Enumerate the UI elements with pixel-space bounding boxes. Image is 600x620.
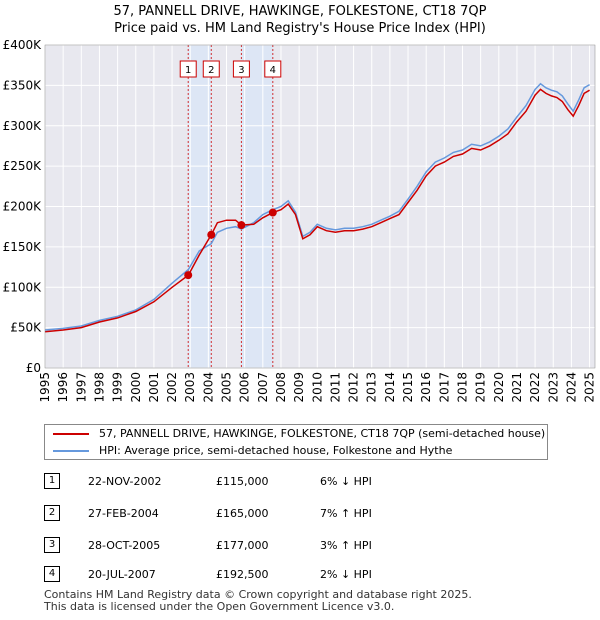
transaction-label: 3	[238, 65, 244, 76]
transaction-point	[207, 230, 216, 239]
footer: Contains HM Land Registry data © Crown c…	[44, 589, 472, 613]
transaction-point	[237, 221, 246, 230]
x-tick-label: 2011	[328, 372, 342, 403]
x-tick-label: 1998	[92, 372, 106, 403]
y-tick-label: £400K	[3, 38, 43, 52]
transaction-number: 3	[44, 537, 60, 553]
legend-label-property: 57, PANNELL DRIVE, HAWKINGE, FOLKESTONE,…	[99, 427, 546, 440]
x-tick-label: 2000	[129, 372, 143, 403]
x-tick-label: 2018	[455, 372, 469, 403]
transaction-date: 20-JUL-2007	[88, 568, 156, 581]
transaction-hpi-diff: 3% ↑ HPI	[320, 539, 372, 552]
y-tick-label: £200K	[3, 200, 43, 214]
x-tick-label: 2004	[201, 372, 215, 403]
x-tick-label: 2001	[147, 372, 161, 403]
legend-label-hpi: HPI: Average price, semi-detached house,…	[99, 444, 453, 457]
transaction-label: 1	[185, 65, 191, 76]
x-tick-label: 2017	[437, 372, 451, 403]
x-tick-label: 2024	[564, 372, 578, 403]
x-tick-label: 2015	[401, 372, 415, 403]
x-tick-label: 2014	[383, 372, 397, 403]
transaction-date: 28-OCT-2005	[88, 539, 161, 552]
x-tick-label: 2003	[183, 372, 197, 403]
transaction-hpi-diff: 6% ↓ HPI	[320, 475, 372, 488]
x-tick-label: 2019	[474, 372, 488, 403]
transaction-point	[268, 208, 277, 217]
x-tick-label: 2012	[347, 372, 361, 403]
transaction-price: £192,500	[216, 568, 269, 581]
chart-title-line1: 57, PANNELL DRIVE, HAWKINGE, FOLKESTONE,…	[113, 4, 487, 19]
transaction-label: 4	[270, 65, 276, 76]
y-tick-label: £250K	[3, 159, 43, 173]
y-tick-label: £0	[26, 361, 41, 375]
x-tick-label: 1997	[74, 372, 88, 403]
x-tick-label: 2007	[256, 372, 270, 403]
x-tick-label: 2010	[310, 372, 324, 403]
transaction-price: £165,000	[216, 507, 269, 520]
table-row: 3 28-OCT-2005 £177,000 3% ↑ HPI	[44, 536, 564, 556]
x-tick-label: 2006	[238, 372, 252, 403]
x-tick-label: 2016	[419, 372, 433, 403]
transaction-hpi-diff: 2% ↓ HPI	[320, 568, 372, 581]
legend-item-property: 57, PANNELL DRIVE, HAWKINGE, FOLKESTONE,…	[53, 426, 545, 442]
x-tick-label: 2023	[546, 372, 560, 403]
transaction-number: 4	[44, 566, 60, 582]
x-tick-label: 2002	[165, 372, 179, 403]
plot-frame	[44, 44, 596, 369]
x-tick-label: 2013	[365, 372, 379, 403]
y-tick-label: £100K	[3, 280, 43, 294]
y-tick-label: £50K	[10, 321, 42, 335]
transaction-label-box	[179, 60, 197, 78]
x-tick-label: 2005	[220, 372, 234, 403]
transaction-number: 1	[44, 473, 60, 489]
x-tick-label: 1999	[111, 372, 125, 403]
transaction-label-box	[202, 60, 220, 78]
property-series-line	[44, 88, 590, 333]
transaction-label: 2	[208, 65, 214, 76]
x-tick-label: 2009	[292, 372, 306, 403]
transaction-date: 22-NOV-2002	[88, 475, 162, 488]
y-tick-label: £350K	[3, 78, 43, 92]
footer-license: This data is licensed under the Open Gov…	[44, 600, 395, 613]
legend: 57, PANNELL DRIVE, HAWKINGE, FOLKESTONE,…	[44, 424, 548, 460]
table-row: 1 22-NOV-2002 £115,000 6% ↓ HPI	[44, 472, 564, 492]
legend-swatch-hpi	[53, 450, 89, 452]
chart-title-line2: Price paid vs. HM Land Registry's House …	[114, 21, 486, 36]
price-chart: £0 £50K £100K £150K £200K £250K £300K £350K £400…	[3, 38, 597, 403]
x-tick-label: 2020	[492, 372, 506, 403]
x-tick-label: 1996	[56, 372, 70, 403]
transaction-number: 2	[44, 505, 60, 521]
table-row: 4 20-JUL-2007 £192,500 2% ↓ HPI	[44, 565, 564, 585]
legend-item-hpi: HPI: Average price, semi-detached house,…	[53, 443, 452, 459]
transaction-point	[184, 271, 193, 280]
hpi-series-line	[44, 82, 590, 331]
x-tick-label: 2022	[528, 372, 542, 403]
transaction-hpi-diff: 7% ↑ HPI	[320, 507, 372, 520]
x-tick-label: 2025	[583, 372, 597, 403]
x-tick-label: 1995	[38, 372, 52, 403]
y-tick-label: £300K	[3, 119, 43, 133]
x-tick-label: 2021	[510, 372, 524, 403]
transaction-label-box	[264, 60, 282, 78]
x-tick-label: 2008	[274, 372, 288, 403]
transaction-label-box	[232, 60, 250, 78]
transaction-price: £115,000	[216, 475, 269, 488]
table-row: 2 27-FEB-2004 £165,000 7% ↑ HPI	[44, 504, 564, 524]
transaction-date: 27-FEB-2004	[88, 507, 159, 520]
transaction-price: £177,000	[216, 539, 269, 552]
legend-swatch-property	[53, 433, 89, 435]
footer-copyright: Contains HM Land Registry data © Crown c…	[44, 588, 472, 601]
y-tick-label: £150K	[3, 240, 43, 254]
